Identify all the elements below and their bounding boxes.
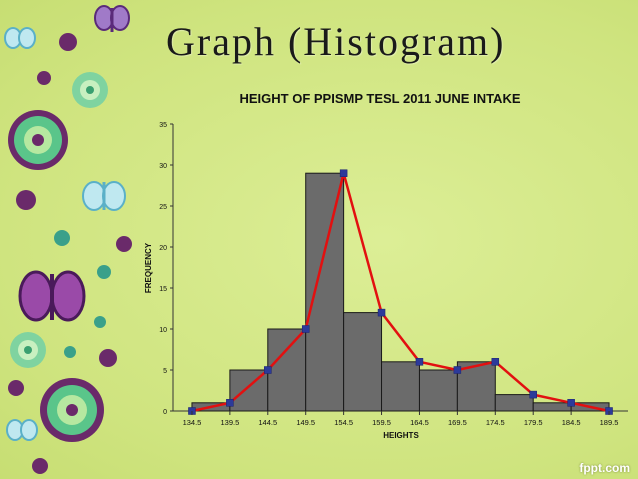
data-point-marker bbox=[377, 308, 386, 317]
y-tick-label: 5 bbox=[163, 368, 167, 375]
y-tick-label: 10 bbox=[159, 327, 167, 334]
data-point-marker bbox=[301, 325, 310, 333]
small-flower-icon bbox=[8, 33, 132, 474]
y-tick-label: 25 bbox=[159, 204, 167, 211]
flower-icon bbox=[10, 332, 46, 368]
data-point-marker bbox=[264, 366, 272, 374]
x-tick-label: 159.5 bbox=[372, 418, 391, 427]
x-axis-label: HEIGHTS bbox=[383, 431, 419, 440]
x-tick-label: 164.5 bbox=[410, 418, 429, 427]
small-flower-icon bbox=[54, 230, 111, 358]
slide-title: Graph (Histogram) bbox=[166, 19, 506, 64]
histogram-bar bbox=[343, 312, 383, 412]
chart-title: HEIGHT OF PPISMP TESL 2011 JUNE INTAKE bbox=[239, 91, 521, 106]
watermark: fppt.com bbox=[579, 461, 630, 475]
y-tick-label: 15 bbox=[159, 286, 167, 293]
histogram-bar bbox=[305, 172, 345, 412]
histogram-bar bbox=[456, 361, 496, 412]
x-tick-label: 184.5 bbox=[562, 418, 581, 427]
histogram-bar bbox=[532, 402, 572, 412]
x-tick-label: 179.5 bbox=[524, 418, 543, 427]
data-point-marker bbox=[226, 399, 234, 407]
y-tick-label: 30 bbox=[159, 163, 167, 170]
x-tick-label: 134.5 bbox=[183, 418, 202, 427]
data-point-marker bbox=[339, 169, 348, 177]
flower-icon bbox=[8, 110, 68, 170]
butterfly-icon bbox=[6, 419, 38, 441]
data-point-marker bbox=[415, 358, 424, 366]
butterfly-icon bbox=[94, 5, 130, 32]
histogram-bar bbox=[494, 394, 534, 412]
floral-decoration bbox=[4, 5, 132, 474]
flower-icon bbox=[72, 72, 108, 108]
data-point-marker bbox=[567, 399, 575, 407]
data-point-marker bbox=[491, 358, 500, 366]
y-axis-label: FREQUENCY bbox=[144, 242, 153, 293]
x-tick-label: 189.5 bbox=[600, 418, 619, 427]
x-tick-label: 169.5 bbox=[448, 418, 467, 427]
x-tick-label: 144.5 bbox=[258, 418, 277, 427]
butterfly-icon bbox=[4, 27, 36, 49]
flower-icon bbox=[40, 378, 104, 442]
y-tick-label: 0 bbox=[163, 409, 167, 416]
y-tick-label: 35 bbox=[159, 122, 167, 129]
butterfly-icon bbox=[82, 181, 126, 211]
histogram-bar bbox=[267, 328, 307, 412]
data-point-marker bbox=[529, 390, 537, 399]
frequency-polygon-line bbox=[191, 171, 610, 413]
histogram-bar bbox=[418, 369, 458, 412]
x-tick-label: 154.5 bbox=[334, 418, 353, 427]
data-point-marker bbox=[453, 366, 462, 374]
x-tick-label: 139.5 bbox=[220, 418, 239, 427]
x-tick-label: 174.5 bbox=[486, 418, 505, 427]
x-tick-label: 149.5 bbox=[296, 418, 315, 427]
y-tick-label: 20 bbox=[159, 245, 167, 252]
butterfly-icon bbox=[18, 270, 86, 322]
histogram-bar bbox=[381, 361, 420, 412]
